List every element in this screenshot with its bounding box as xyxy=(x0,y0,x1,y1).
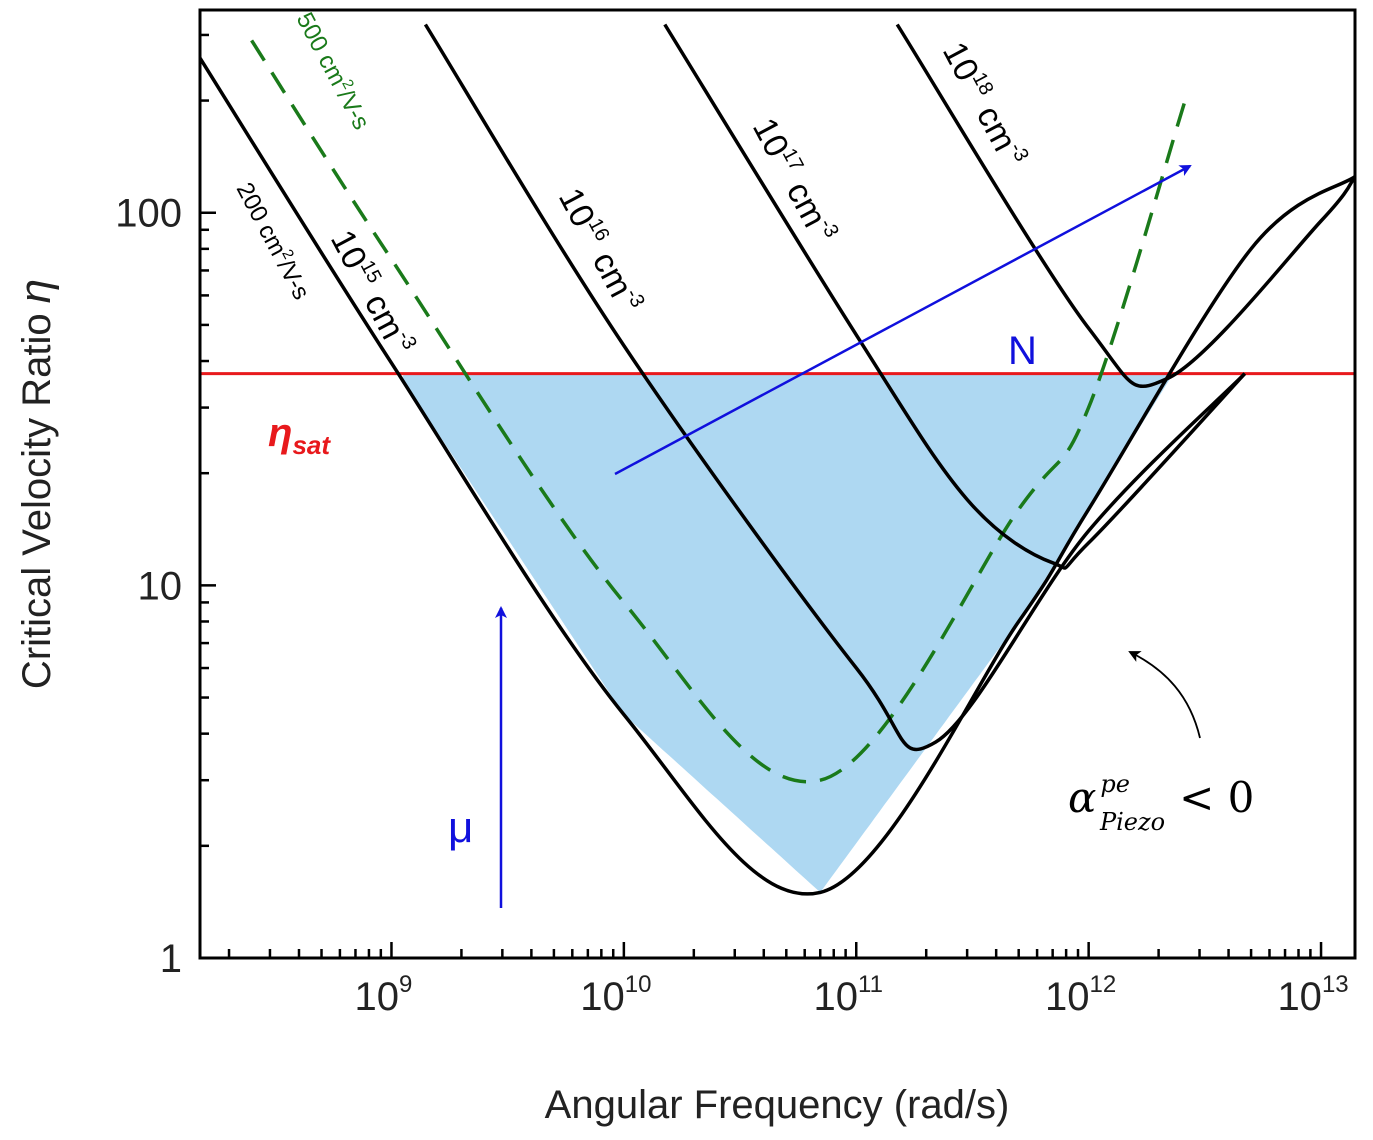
series-line-1 xyxy=(200,57,1355,896)
series-line-5 xyxy=(895,23,1355,388)
n-arrow-label: N xyxy=(1008,329,1037,373)
x-tick-label: 1013 xyxy=(1277,971,1348,1019)
y-axis-label: Critical Velocity Ratioη xyxy=(11,279,60,689)
series-line-4 xyxy=(663,23,1247,570)
tick-layer: 109 1010 1011 1012 1013 1 10 100 xyxy=(115,33,1349,1019)
x-tick-label: 1012 xyxy=(1045,971,1116,1019)
x-tick-label: 109 xyxy=(355,971,413,1019)
x-tick-label: 1010 xyxy=(580,971,651,1019)
series-layer xyxy=(200,23,1355,896)
y-tick-label: 1 xyxy=(160,937,182,981)
concentration-18-label: 1018cm-3 xyxy=(935,35,1033,173)
y-tick-label: 100 xyxy=(115,192,182,236)
mu-arrow-label: μ xyxy=(448,803,473,852)
shaded-region xyxy=(403,373,1170,893)
x-tick-label: 1011 xyxy=(814,971,883,1019)
series-line-3 xyxy=(423,23,1247,752)
plot-frame xyxy=(198,8,1357,960)
series-line-2 xyxy=(250,39,1187,784)
n-arrow xyxy=(614,164,1192,476)
eta-sat-label: ηsat xyxy=(268,411,331,460)
concentration-15-label: 1015cm-3 xyxy=(323,223,421,361)
alpha-piezo-label: α pe Piezo < 0 xyxy=(1068,770,1254,836)
mobility-200-label: 200 cm2/V-s xyxy=(231,177,317,304)
concentration-16-label: 1016cm-3 xyxy=(551,181,649,319)
alpha-pointer-arrow xyxy=(1128,651,1201,739)
mobility-500-label: 500 cm2/V-s xyxy=(291,7,377,134)
x-axis-label: Angular Frequency (rad/s) xyxy=(545,1083,1010,1127)
y-tick-label: 10 xyxy=(138,564,183,608)
